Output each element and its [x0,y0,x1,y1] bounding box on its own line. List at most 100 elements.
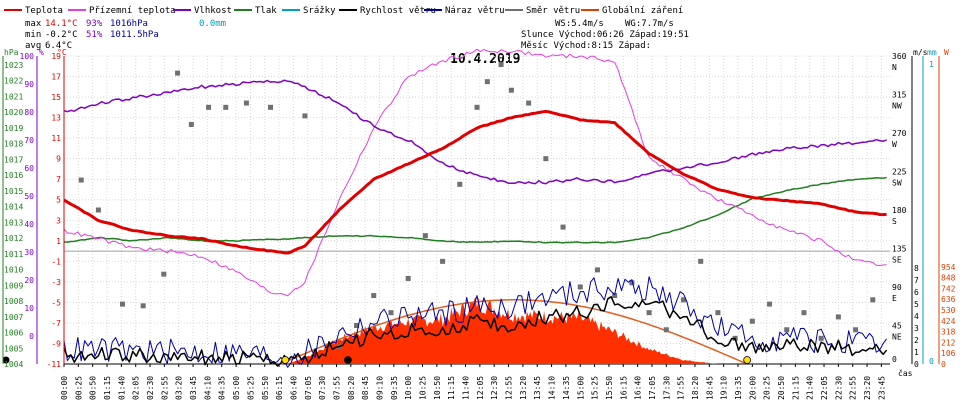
wind-direction-point [681,297,686,303]
time-tick-label: 05:50 [261,376,270,400]
stat-min-temp: -0.2°C [45,30,78,40]
axis-rain-label: mm [927,48,937,57]
temperature-tick-label: -7 [51,319,61,328]
hpa-tick-label: 1013 [4,218,23,227]
time-tick-label: 18:45 [705,376,714,400]
sunrise-marker [281,356,290,364]
temperature-tick-label: 9 [56,155,61,164]
time-tick-label: 20:00 [748,376,757,400]
moon-marker-left [2,356,10,364]
hpa-tick-label: 1023 [4,61,23,70]
stat-max-label: max [25,19,42,29]
time-tick-label: 14:35 [562,376,571,400]
radiation-tick-label: 848 [941,274,956,283]
stat-max-press: 1016hPa [110,19,148,29]
time-tick-label: 15:00 [576,376,585,400]
wind-direction-point [594,267,600,273]
hpa-tick-label: 1016 [4,171,23,180]
wind-speed-tick-label: 6 [914,288,919,297]
hpa-tick-label: 1012 [4,234,23,243]
direction-tick-label: 90 [892,283,902,292]
wind-direction-point [853,327,859,333]
time-tick-label: 20:25 [763,376,772,400]
time-tick-label: 12:55 [505,376,514,400]
axis-time-label: čas [898,368,913,378]
legend-globalni-zareni: Globální záření [602,6,683,16]
wind-direction-point [188,121,194,127]
humidity-tick-label: 60 [24,164,34,173]
time-tick-label: 02:30 [146,376,155,400]
time-tick-label: 13:45 [533,376,542,400]
direction-tick-label: 0 [892,355,897,364]
wind-direction-point [629,280,635,286]
time-tick-label: 15:50 [605,376,614,400]
stat-avg-temp: 6.4°C [45,41,72,51]
direction-tick-label: 315 [892,91,907,100]
hpa-tick-label: 1017 [4,155,23,164]
temperature-tick-label: -11 [47,360,62,369]
stat-min-label: min [25,30,41,40]
temperature-tick-label: -3 [51,278,61,287]
temperature-tick-label: -5 [51,298,61,307]
radiation-tick-label: 0 [941,360,946,369]
humidity-tick-label: 100 [20,52,35,61]
temperature-tick-label: 13 [51,114,61,123]
wind-direction-point [422,233,428,239]
temperature-tick-label: 17 [51,73,61,82]
time-tick-label: 04:35 [218,376,227,400]
time-tick-label: 11:40 [462,376,471,400]
direction-tick-label: 225 [892,168,907,177]
wind-direction-point [543,156,549,162]
wind-direction-point [484,79,490,85]
wind-speed-tick-label: 0 [914,360,919,369]
time-tick-label: 10:25 [419,376,428,400]
axes: hPa1023102210211020101910181017101610151… [2,48,956,400]
wind-direction-point [577,284,583,290]
hpa-tick-label: 1020 [4,108,23,117]
radiation-tick-label: 530 [941,306,956,315]
sunset-marker [743,356,752,364]
time-tick-label: 19:35 [734,376,743,400]
humidity-tick-label: 40 [24,220,34,229]
stats: max 14.1°C 93% 1016hPa 0.0mm min -0.2°C … [25,19,689,51]
time-tick-label: 21:15 [791,376,800,400]
wind-direction-point [526,100,532,106]
direction-tick-label: N [892,63,897,72]
legend-rychlost-vetru: Rychlost větru [360,6,436,16]
wind-direction-point [243,100,249,106]
series-prizemni-teplota-line [63,48,887,297]
legend-srazky: Srážky [303,6,336,16]
wind-direction-point [835,314,841,320]
wind-direction-point [767,301,773,307]
stat-avg-label: avg [25,41,41,51]
direction-tick-label: 180 [892,206,907,215]
hpa-tick-label: 1009 [4,281,23,290]
time-tick-label: 22:55 [849,376,858,400]
time-tick-label: 21:40 [806,376,815,400]
wind-speed-tick-label: 7 [914,276,919,285]
direction-tick-label: NE [892,333,902,342]
wind-direction-point [715,310,721,316]
stat-max-temp: 14.1°C [45,19,78,29]
time-tick-label: 07:30 [318,376,327,400]
axis-hpa-label: hPa [4,48,19,57]
wind-direction-point [78,177,84,183]
time-tick-label: 22:30 [834,376,843,400]
time-tick-label: 03:20 [175,376,184,400]
direction-tick-label: NW [892,102,902,111]
legend-teplota: Teplota [25,6,63,16]
hpa-tick-label: 1004 [4,360,23,369]
plot-area [2,48,888,368]
temperature-tick-label: 19 [51,52,61,61]
humidity-tick-label: 0 [29,332,34,341]
rain-tick-label: 1 [929,60,934,69]
hpa-tick-label: 1015 [4,187,23,196]
wind-direction-point [440,258,446,264]
wind-direction-point [175,70,181,76]
direction-tick-label: 270 [892,129,907,138]
hpa-tick-label: 1014 [4,203,23,212]
time-tick-label: 13:20 [519,376,528,400]
radiation-tick-label: 318 [941,328,956,337]
time-tick-label: 00:50 [89,376,98,400]
